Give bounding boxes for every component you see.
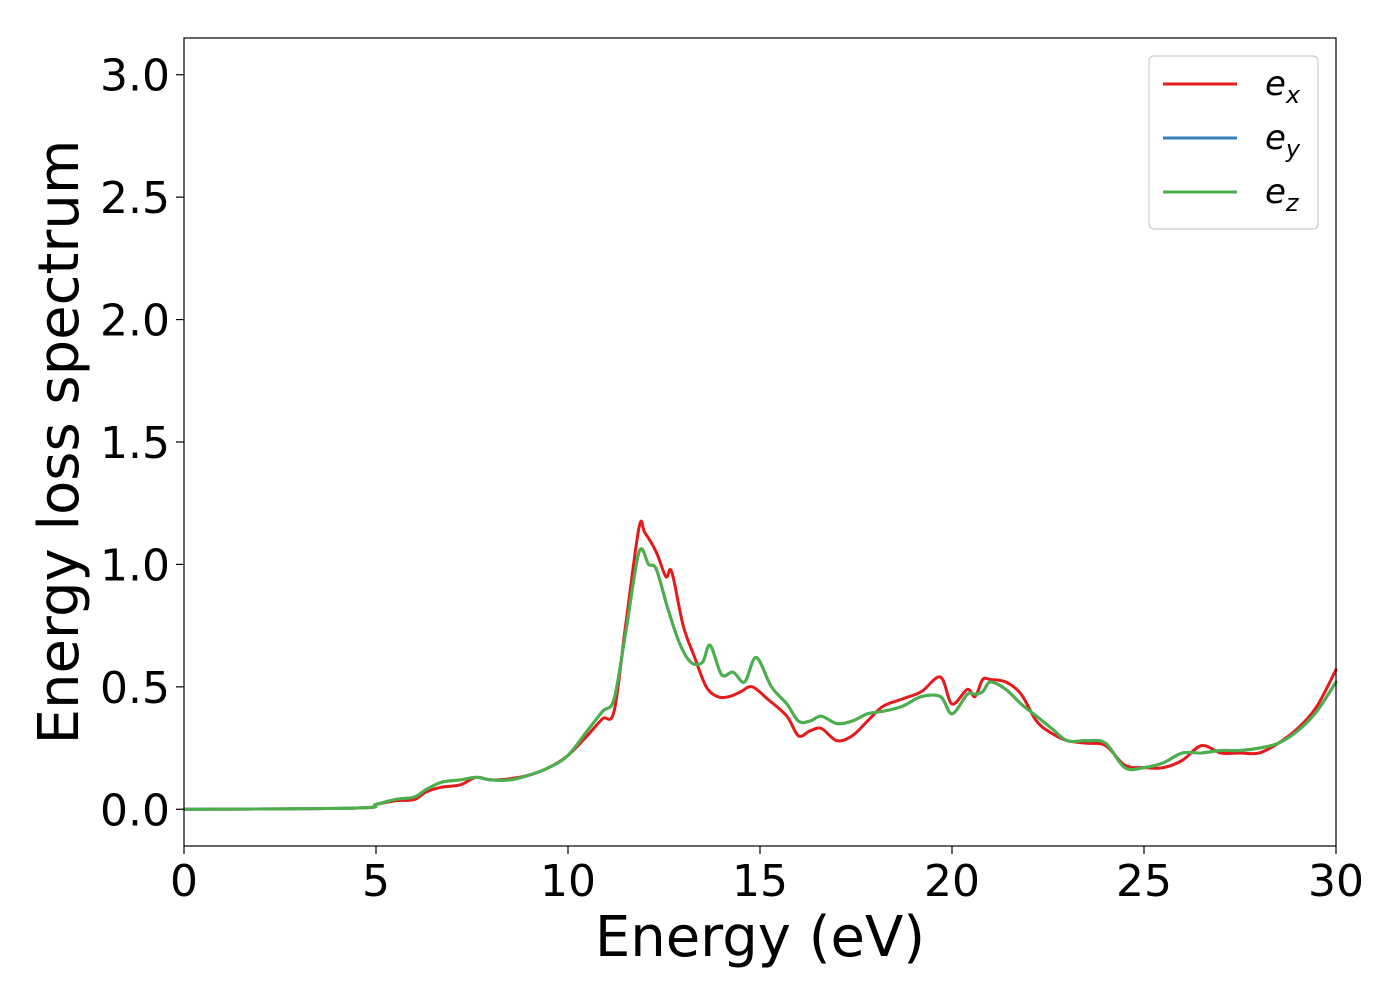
series-line-e-z bbox=[182, 547, 1338, 811]
x-tick-label: 10 bbox=[540, 856, 596, 907]
x-tick-label: 0 bbox=[170, 856, 198, 907]
y-tick-label: 2.0 bbox=[100, 296, 170, 347]
y-tick-label: 0.5 bbox=[100, 663, 170, 714]
y-tick-label: 1.0 bbox=[100, 540, 170, 591]
x-axis-title: Energy (eV) bbox=[595, 905, 925, 970]
x-tick-label: 5 bbox=[362, 856, 390, 907]
y-axis-title: Energy loss spectrum bbox=[27, 140, 92, 745]
y-tick-label: 2.5 bbox=[100, 173, 170, 224]
plot-area bbox=[184, 38, 1336, 846]
x-tick-label: 15 bbox=[732, 856, 788, 907]
x-axis: 0 5 10 15 20 25 30 bbox=[170, 846, 1364, 907]
legend-label-e-z: ez bbox=[1265, 172, 1300, 217]
x-tick-label: 30 bbox=[1308, 856, 1364, 907]
legend-label-e-y: ey bbox=[1265, 118, 1301, 163]
y-axis: 0.0 0.5 1.0 1.5 2.0 2.5 3.0 bbox=[100, 51, 184, 836]
series-layer bbox=[182, 519, 1338, 811]
y-tick-label: 0.0 bbox=[100, 785, 170, 836]
y-tick-label: 3.0 bbox=[100, 51, 170, 102]
legend: ex ey ez bbox=[1148, 55, 1319, 230]
x-tick-label: 20 bbox=[924, 856, 980, 907]
legend-label-e-x: ex bbox=[1265, 64, 1301, 109]
y-tick-label: 1.5 bbox=[100, 418, 170, 469]
x-tick-label: 25 bbox=[1116, 856, 1172, 907]
legend-box bbox=[1148, 55, 1319, 230]
